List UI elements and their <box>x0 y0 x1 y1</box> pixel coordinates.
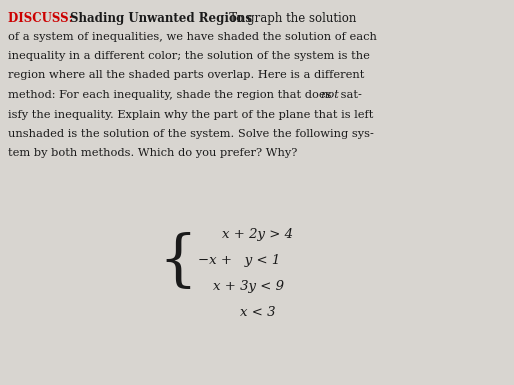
Text: inequality in a different color; the solution of the system is the: inequality in a different color; the sol… <box>8 51 370 61</box>
Text: tem by both methods. Which do you prefer? Why?: tem by both methods. Which do you prefer… <box>8 149 298 159</box>
Text: method: For each inequality, shade the region that does: method: For each inequality, shade the r… <box>8 90 335 100</box>
Text: x + 3y < 9: x + 3y < 9 <box>213 280 284 293</box>
Text: sat-: sat- <box>337 90 362 100</box>
Text: x < 3: x < 3 <box>240 306 276 319</box>
Text: To graph the solution: To graph the solution <box>218 12 356 25</box>
Text: of a system of inequalities, we have shaded the solution of each: of a system of inequalities, we have sha… <box>8 32 377 42</box>
Text: {: { <box>158 232 197 292</box>
Text: x + 2y > 4: x + 2y > 4 <box>222 228 293 241</box>
Text: DISCUSS:: DISCUSS: <box>8 12 81 25</box>
Text: unshaded is the solution of the system. Solve the following sys-: unshaded is the solution of the system. … <box>8 129 374 139</box>
Text: −x +   y < 1: −x + y < 1 <box>198 254 280 267</box>
Text: isfy the inequality. Explain why the part of the plane that is left: isfy the inequality. Explain why the par… <box>8 109 373 119</box>
Text: region where all the shaded parts overlap. Here is a different: region where all the shaded parts overla… <box>8 70 364 80</box>
Text: not: not <box>320 90 339 100</box>
Text: Shading Unwanted Regions: Shading Unwanted Regions <box>70 12 252 25</box>
